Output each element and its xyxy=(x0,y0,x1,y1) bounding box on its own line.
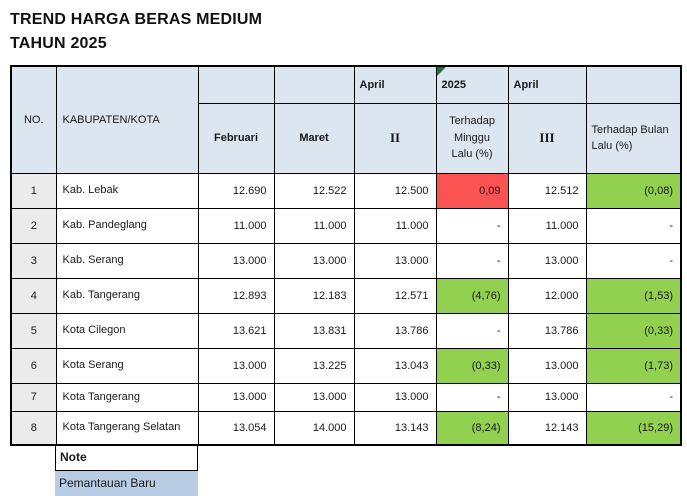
cell-april-iii: 13.786 xyxy=(507,312,587,349)
page-title-line1: TREND HARGA BERAS MEDIUM xyxy=(10,11,263,28)
cell-region: Kab. Serang xyxy=(55,242,199,279)
cell-april-ii: 13.000 xyxy=(353,382,437,412)
cell-mom-change: (15,29) xyxy=(585,410,682,446)
page-title-line2: TAHUN 2025 xyxy=(10,35,107,52)
cell-region: Kab. Pandeglang xyxy=(55,207,199,244)
note-label: Note xyxy=(55,446,198,471)
table-row: 2 Kab. Pandeglang 11.000 11.000 11.000 -… xyxy=(10,207,682,244)
cell-region: Kab. Tangerang xyxy=(55,277,199,314)
cell-april-ii: 12.571 xyxy=(353,277,437,314)
cell-februari: 11.000 xyxy=(197,207,275,244)
header-empty-mom xyxy=(585,65,682,104)
cell-mom-change: - xyxy=(585,242,682,279)
cell-maret: 13.225 xyxy=(273,347,355,384)
cell-februari: 12.690 xyxy=(197,172,275,209)
cell-region: Kab. Lebak xyxy=(55,172,199,209)
cell-maret: 13.000 xyxy=(273,382,355,412)
header-april-week2: April xyxy=(353,65,437,104)
cell-wow-change: - xyxy=(435,382,509,412)
cell-wow-change: - xyxy=(435,312,509,349)
header-year-2025: 2025 xyxy=(435,65,509,104)
header-row-top: NO. KABUPATEN/KOTA April 2025 April xyxy=(10,65,682,174)
header-april-week3: April xyxy=(507,65,587,104)
cell-mom-change: (1,73) xyxy=(585,347,682,384)
cell-no: 6 xyxy=(10,347,57,384)
cell-no: 4 xyxy=(10,277,57,314)
cell-april-iii: 12.000 xyxy=(507,277,587,314)
cell-februari: 13.000 xyxy=(197,382,275,412)
cell-mom-change: - xyxy=(585,382,682,412)
cell-maret: 13.831 xyxy=(273,312,355,349)
table-row: 3 Kab. Serang 13.000 13.000 13.000 - 13.… xyxy=(10,242,682,279)
header-vs-last-month: Terhadap Bulan Lalu (%) xyxy=(585,102,682,174)
cell-no: 2 xyxy=(10,207,57,244)
cell-no: 1 xyxy=(10,172,57,209)
cell-april-ii: 13.000 xyxy=(353,242,437,279)
cell-maret: 13.000 xyxy=(273,242,355,279)
cell-april-ii: 13.143 xyxy=(353,410,437,446)
price-trend-table: NO. KABUPATEN/KOTA April 2025 April Febr… xyxy=(10,65,682,446)
table-row: 4 Kab. Tangerang 12.893 12.183 12.571 (4… xyxy=(10,277,682,314)
header-no: NO. xyxy=(10,65,57,174)
table-row: 7 Kota Tangerang 13.000 13.000 13.000 - … xyxy=(10,382,682,412)
cell-region: Kota Serang xyxy=(55,347,199,384)
cell-wow-change: (4,76) xyxy=(435,277,509,314)
cell-februari: 13.000 xyxy=(197,242,275,279)
table-row: 5 Kota Cilegon 13.621 13.831 13.786 - 13… xyxy=(10,312,682,349)
cell-wow-change: 0,09 xyxy=(435,172,509,209)
header-maret: Maret xyxy=(273,102,355,174)
cell-no: 5 xyxy=(10,312,57,349)
cell-mom-change: (1,53) xyxy=(585,277,682,314)
cell-wow-change: - xyxy=(435,207,509,244)
note-legend-pemantauan-baru: Pemantauan Baru xyxy=(55,471,198,496)
cell-maret: 12.522 xyxy=(273,172,355,209)
header-row-bottom: Februari Maret II Terhadap Minggu Lalu (… xyxy=(11,102,682,174)
cell-no: 3 xyxy=(10,242,57,279)
header-week-iii: III xyxy=(507,102,587,174)
header-week-ii: II xyxy=(353,102,437,174)
cell-april-iii: 12.512 xyxy=(507,172,587,209)
cell-februari: 12.893 xyxy=(197,277,275,314)
cell-mom-change: (0,08) xyxy=(585,172,682,209)
comment-corner-icon xyxy=(437,67,446,76)
cell-april-ii: 13.786 xyxy=(353,312,437,349)
table-row: 1 Kab. Lebak 12.690 12.522 12.500 0,09 1… xyxy=(10,172,682,209)
page-title: TREND HARGA BERAS MEDIUM TAHUN 2025 xyxy=(10,8,687,56)
cell-februari: 13.000 xyxy=(197,347,275,384)
header-region: KABUPATEN/KOTA xyxy=(55,65,199,174)
cell-wow-change: - xyxy=(435,242,509,279)
cell-april-ii: 13.043 xyxy=(353,347,437,384)
cell-no: 8 xyxy=(10,410,57,446)
cell-wow-change: (0,33) xyxy=(435,347,509,384)
cell-april-iii: 13.000 xyxy=(507,347,587,384)
cell-april-iii: 13.000 xyxy=(507,382,587,412)
cell-wow-change: (8,24) xyxy=(435,410,509,446)
cell-maret: 14.000 xyxy=(273,410,355,446)
header-year-label: 2025 xyxy=(441,78,466,91)
cell-april-iii: 11.000 xyxy=(507,207,587,244)
cell-april-ii: 11.000 xyxy=(353,207,437,244)
cell-april-iii: 13.000 xyxy=(507,242,587,279)
cell-region: Kota Tangerang Selatan xyxy=(55,410,199,446)
cell-region: Kota Tangerang xyxy=(55,382,199,412)
cell-maret: 12.183 xyxy=(273,277,355,314)
header-februari: Februari xyxy=(197,102,275,174)
note-block: Note Pemantauan Baru xyxy=(55,446,198,496)
cell-februari: 13.621 xyxy=(197,312,275,349)
cell-mom-change: (0,33) xyxy=(585,312,682,349)
table-row: 6 Kota Serang 13.000 13.225 13.043 (0,33… xyxy=(10,347,682,384)
table-row: 8 Kota Tangerang Selatan 13.054 14.000 1… xyxy=(10,410,682,446)
cell-februari: 13.054 xyxy=(197,410,275,446)
cell-no: 7 xyxy=(10,382,57,412)
cell-april-ii: 12.500 xyxy=(353,172,437,209)
cell-mom-change: - xyxy=(585,207,682,244)
cell-maret: 11.000 xyxy=(273,207,355,244)
header-empty-feb xyxy=(197,65,275,104)
header-vs-last-week: Terhadap Minggu Lalu (%) xyxy=(435,102,509,174)
cell-region: Kota Cilegon xyxy=(55,312,199,349)
header-empty-mar xyxy=(273,65,355,104)
cell-april-iii: 12.143 xyxy=(507,410,587,446)
